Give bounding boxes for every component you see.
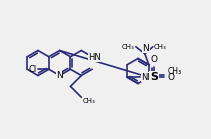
Text: NH: NH	[141, 73, 154, 82]
Text: CH₃: CH₃	[167, 67, 181, 76]
Text: CH₃: CH₃	[154, 44, 166, 50]
Text: S: S	[150, 72, 158, 82]
Text: O: O	[151, 55, 158, 64]
Text: N: N	[142, 44, 149, 53]
Text: N: N	[56, 71, 63, 80]
Text: O: O	[167, 73, 174, 82]
Text: CH₃: CH₃	[122, 44, 135, 50]
Text: Cl: Cl	[28, 65, 37, 74]
Text: CH₃: CH₃	[82, 98, 95, 104]
Text: HN: HN	[88, 53, 101, 62]
